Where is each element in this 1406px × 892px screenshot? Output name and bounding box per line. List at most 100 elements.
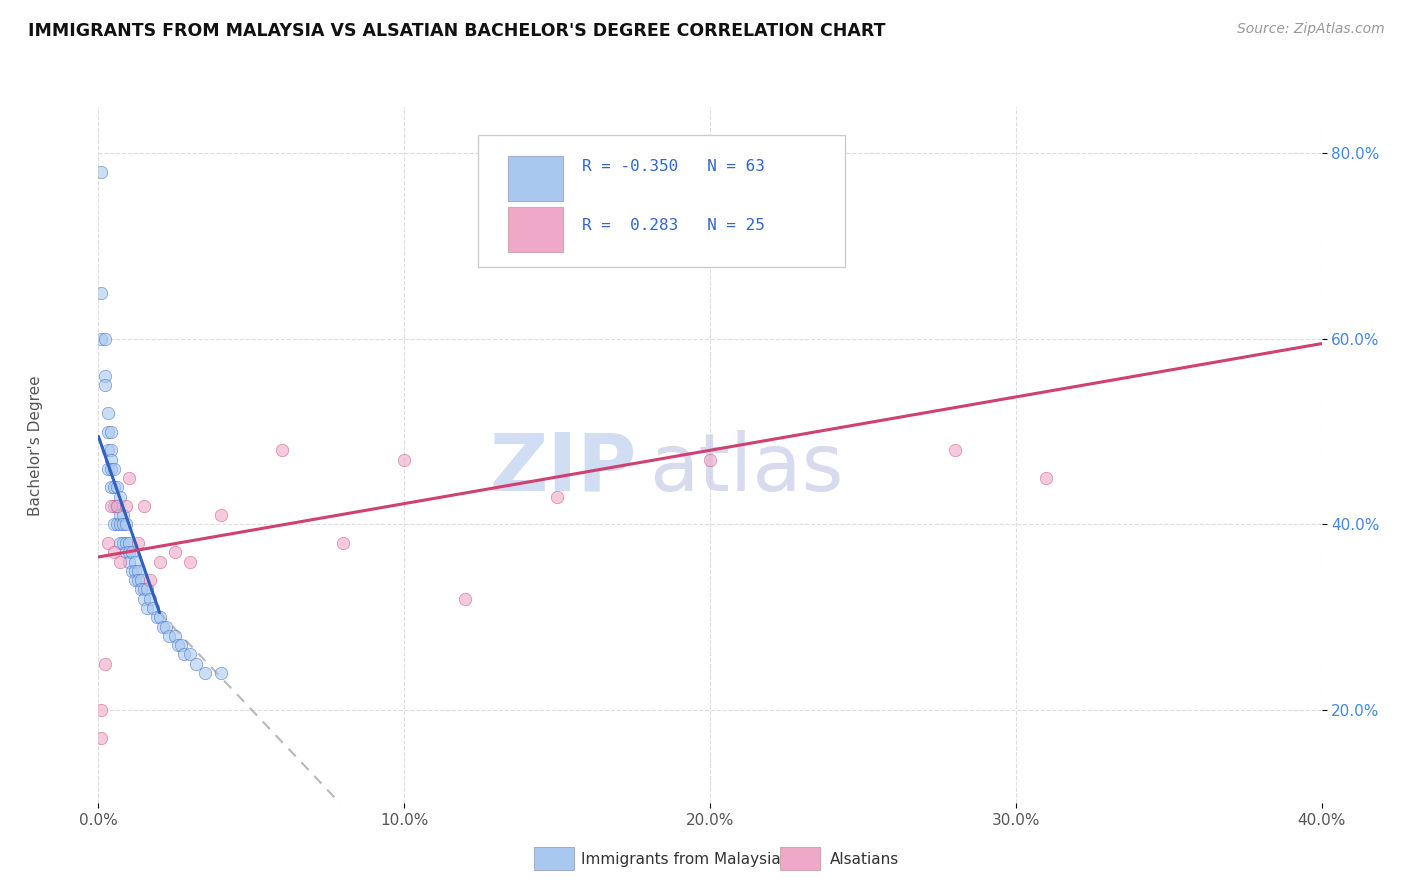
Point: [108, 508, 131, 523]
Point: [152, 619, 174, 633]
Point: [93, 657, 115, 671]
Point: [118, 536, 141, 550]
Text: ZIP: ZIP: [489, 430, 637, 508]
Point: [103, 499, 125, 513]
Point: [179, 555, 201, 569]
FancyBboxPatch shape: [508, 156, 564, 201]
Point: [100, 462, 122, 476]
Point: [97, 536, 120, 550]
Point: [115, 499, 138, 513]
Point: [699, 452, 721, 467]
Point: [124, 564, 146, 578]
Point: [100, 425, 122, 439]
Point: [108, 517, 131, 532]
Point: [108, 536, 131, 550]
Point: [115, 545, 138, 559]
Text: atlas: atlas: [648, 430, 844, 508]
Point: [97, 462, 120, 476]
Point: [134, 582, 156, 597]
Point: [100, 480, 122, 494]
Point: [93, 369, 115, 384]
FancyBboxPatch shape: [478, 135, 845, 267]
Point: [108, 490, 131, 504]
Point: [105, 480, 128, 494]
Point: [149, 610, 172, 624]
Point: [118, 555, 141, 569]
Text: Immigrants from Malaysia: Immigrants from Malaysia: [581, 852, 780, 867]
Point: [127, 536, 149, 550]
Text: Bachelor's Degree: Bachelor's Degree: [28, 376, 42, 516]
Point: [155, 619, 177, 633]
Point: [105, 499, 128, 513]
Point: [139, 591, 162, 606]
Point: [100, 499, 122, 513]
Point: [90, 332, 112, 346]
Point: [157, 629, 180, 643]
Point: [121, 545, 143, 559]
Point: [103, 462, 125, 476]
Point: [454, 591, 477, 606]
Point: [111, 508, 134, 523]
Point: [100, 443, 122, 458]
Point: [103, 517, 125, 532]
FancyBboxPatch shape: [508, 207, 564, 252]
Point: [111, 517, 134, 532]
Point: [149, 555, 172, 569]
Point: [270, 443, 292, 458]
Point: [546, 490, 568, 504]
Point: [170, 638, 193, 652]
Point: [105, 499, 128, 513]
Point: [1035, 471, 1057, 485]
Point: [118, 471, 141, 485]
Point: [127, 564, 149, 578]
Point: [209, 665, 232, 680]
Point: [124, 573, 146, 587]
Point: [115, 517, 138, 532]
Text: R =  0.283   N = 25: R = 0.283 N = 25: [582, 218, 765, 233]
Point: [179, 648, 201, 662]
Point: [93, 332, 115, 346]
Point: [134, 499, 156, 513]
Point: [142, 601, 165, 615]
Point: [167, 638, 190, 652]
Point: [121, 564, 143, 578]
Point: [145, 610, 167, 624]
Point: [136, 582, 159, 597]
Point: [97, 443, 120, 458]
Point: [134, 591, 156, 606]
Text: Source: ZipAtlas.com: Source: ZipAtlas.com: [1237, 22, 1385, 37]
Point: [139, 573, 162, 587]
Text: R = -0.350   N = 63: R = -0.350 N = 63: [582, 159, 765, 174]
Text: IMMIGRANTS FROM MALAYSIA VS ALSATIAN BACHELOR'S DEGREE CORRELATION CHART: IMMIGRANTS FROM MALAYSIA VS ALSATIAN BAC…: [28, 22, 886, 40]
Point: [173, 648, 195, 662]
Text: Alsatians: Alsatians: [830, 852, 898, 867]
Point: [103, 545, 125, 559]
Point: [124, 555, 146, 569]
Point: [97, 425, 120, 439]
Point: [90, 165, 112, 179]
Point: [136, 601, 159, 615]
Point: [90, 285, 112, 300]
Point: [127, 573, 149, 587]
Point: [115, 536, 138, 550]
Point: [93, 378, 115, 392]
Point: [129, 573, 152, 587]
Point: [163, 629, 186, 643]
Point: [129, 582, 152, 597]
Point: [186, 657, 208, 671]
Point: [943, 443, 966, 458]
Point: [194, 665, 217, 680]
Point: [108, 555, 131, 569]
Point: [103, 480, 125, 494]
Point: [97, 406, 120, 420]
Point: [90, 731, 112, 745]
Point: [392, 452, 416, 467]
Point: [90, 703, 112, 717]
Point: [111, 536, 134, 550]
Point: [209, 508, 232, 523]
Point: [163, 545, 186, 559]
Point: [332, 536, 354, 550]
Point: [105, 517, 128, 532]
Point: [118, 545, 141, 559]
Point: [100, 452, 122, 467]
